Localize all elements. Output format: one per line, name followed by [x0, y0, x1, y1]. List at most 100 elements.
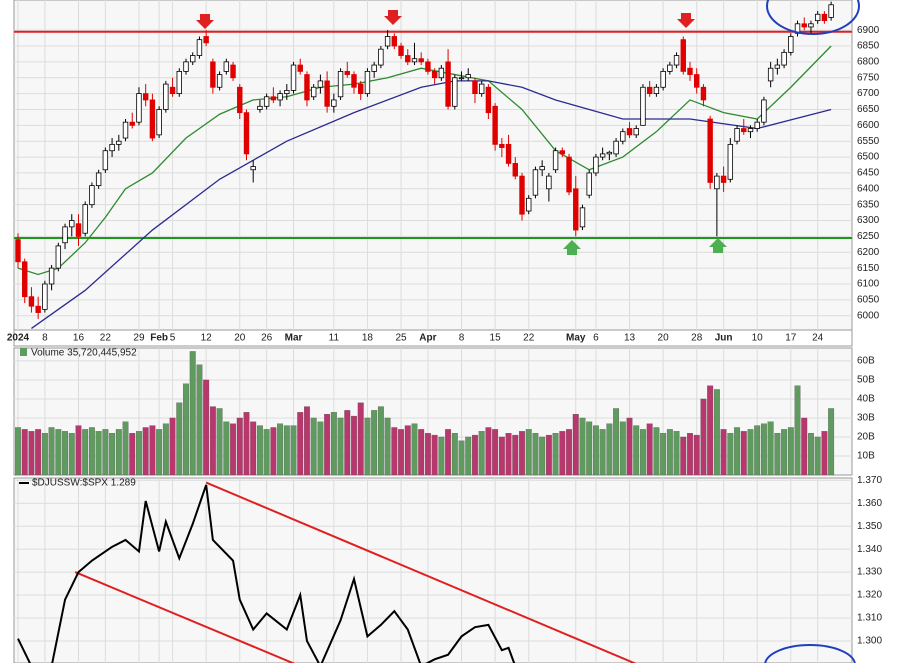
- y-tick-label: 10B: [857, 451, 875, 462]
- y-tick-label: 6750: [857, 72, 880, 83]
- resistance-arrow: [384, 10, 402, 25]
- candle-body: [95, 172, 102, 187]
- candle-body: [660, 70, 666, 88]
- volume-bar: [687, 433, 693, 476]
- volume-bar: [713, 389, 720, 476]
- volume-bar: [35, 429, 42, 476]
- volume-bar: [256, 425, 263, 476]
- y-tick-label: 6800: [857, 57, 880, 68]
- candle-body: [196, 39, 203, 56]
- y-tick-label: 30B: [857, 413, 875, 424]
- x-tick-label: 8: [459, 333, 465, 344]
- candle-body: [398, 45, 404, 56]
- volume-bar: [767, 421, 774, 476]
- volume-bar: [552, 433, 559, 476]
- volume-bar: [21, 429, 28, 476]
- panel-title: $DJUSSW:$SPX 1.289: [32, 478, 136, 489]
- volume-bar: [626, 417, 633, 476]
- volume-bar: [324, 414, 331, 476]
- y-tick-label: 1.360: [857, 498, 882, 509]
- trend-line: [205, 481, 637, 663]
- candle-body: [364, 70, 371, 95]
- volume-bar: [693, 434, 700, 476]
- volume-bar: [263, 429, 270, 476]
- candle-body: [418, 58, 424, 63]
- candle-body: [42, 283, 48, 310]
- candle-body: [75, 223, 82, 237]
- candle-body: [445, 61, 451, 107]
- candle-body: [116, 140, 122, 145]
- volume-bar: [236, 417, 243, 476]
- volume-bar: [727, 433, 734, 476]
- volume-bar: [539, 436, 546, 476]
- candle-body: [478, 83, 485, 95]
- volume-bar: [351, 415, 357, 476]
- candle-body: [176, 70, 182, 95]
- x-tick-label: 5: [170, 333, 176, 344]
- candle-body: [35, 305, 41, 313]
- volume-bar: [250, 421, 257, 476]
- volume-bar: [465, 436, 472, 476]
- volume-bar: [599, 429, 606, 476]
- candle-body: [358, 83, 364, 95]
- volume-bar: [680, 436, 687, 476]
- candle-body: [351, 74, 357, 88]
- ratio-line: [17, 484, 516, 663]
- labels: 6000 6050 6100 6150 6200 6250 6300 6350 6400 6450…: [7, 25, 883, 647]
- x-tick-label: 29: [133, 333, 145, 344]
- volume-bar: [633, 425, 640, 476]
- candle-body: [492, 105, 498, 145]
- candle-body: [505, 143, 512, 164]
- candle-body: [741, 128, 747, 133]
- candle-body: [15, 239, 21, 263]
- candle-body: [210, 61, 216, 88]
- candle-body: [169, 86, 176, 95]
- volume-bar: [391, 427, 398, 476]
- y-tick-label: 6850: [857, 41, 880, 52]
- volume-bar: [431, 434, 438, 476]
- volume-bar: [136, 431, 142, 476]
- volume-bar: [472, 434, 478, 476]
- volume-bar: [760, 423, 767, 476]
- volume-bar: [525, 429, 532, 476]
- x-tick-label: Feb: [150, 333, 168, 344]
- volume-bar: [734, 427, 740, 476]
- candle-body: [559, 150, 566, 155]
- volume-bar: [821, 431, 828, 476]
- volume-bar: [592, 425, 599, 476]
- candle-body: [243, 112, 250, 155]
- volume-bar: [176, 402, 183, 476]
- candle-body: [48, 267, 55, 285]
- volume-bar: [660, 433, 667, 476]
- x-tick-label: 20: [234, 333, 246, 344]
- candle-body: [767, 67, 774, 82]
- candle-body: [754, 121, 760, 129]
- candle-body: [102, 150, 109, 171]
- x-tick-label: 28: [691, 333, 703, 344]
- candle-body: [707, 118, 713, 183]
- candle-body: [673, 55, 680, 66]
- volume-bar: [277, 423, 284, 476]
- volume-bar: [505, 433, 512, 476]
- candle-body: [438, 67, 445, 79]
- candle-body: [310, 86, 317, 98]
- volume-bar: [310, 417, 317, 476]
- volume-bar: [404, 425, 411, 476]
- y-tick-label: 1.310: [857, 613, 882, 624]
- candle-body: [405, 55, 411, 63]
- y-tick-label: 6550: [857, 136, 880, 147]
- candle-body: [828, 4, 834, 18]
- volume-bar: [95, 431, 102, 476]
- candle-body: [653, 86, 660, 95]
- volume-bar: [646, 423, 653, 476]
- candle-body: [714, 175, 720, 190]
- volume-bar: [297, 412, 304, 476]
- volume-bar: [62, 431, 68, 476]
- y-tick-label: 60B: [857, 356, 875, 367]
- candle-body: [411, 58, 418, 63]
- y-tick-label: 6900: [857, 25, 880, 36]
- volume-bar: [243, 412, 250, 476]
- legend-swatch: [20, 348, 27, 356]
- candle-body: [284, 90, 290, 95]
